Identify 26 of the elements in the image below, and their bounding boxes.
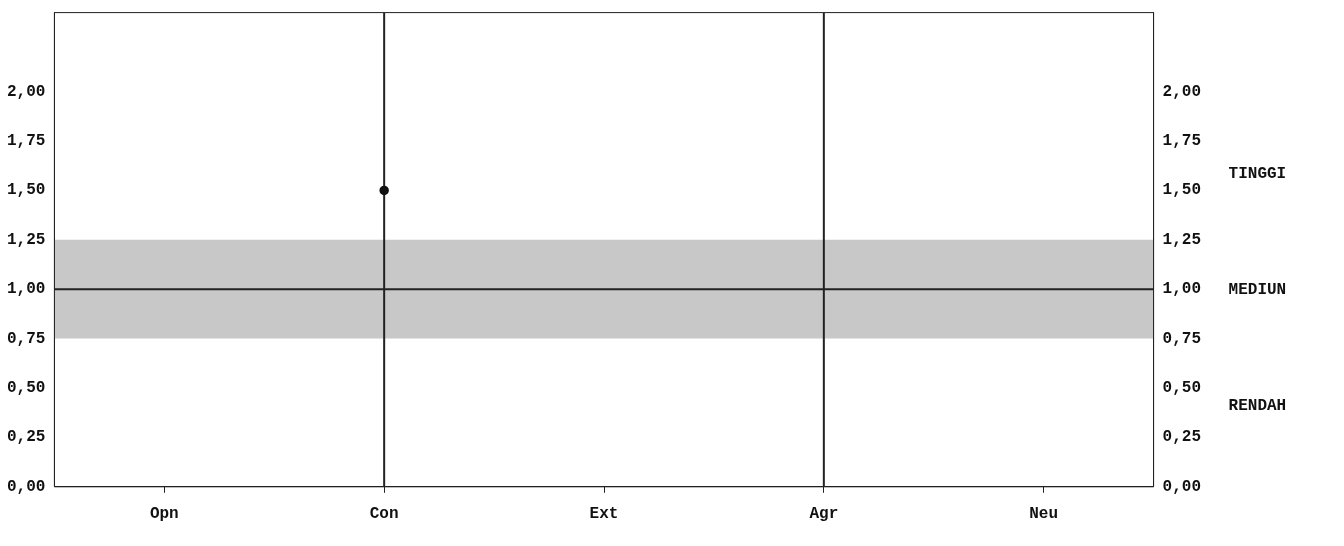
x-tick-label: Opn bbox=[149, 505, 179, 524]
text: MEDIUN bbox=[1228, 281, 1287, 300]
y-tick-label: 1,50 bbox=[7, 181, 46, 200]
y-tick-label: 0,25 bbox=[7, 428, 46, 447]
y2-tick-label: 1,25 bbox=[1162, 230, 1201, 249]
y2-tick-label: 1,50 bbox=[1162, 181, 1201, 200]
y-tick-label: 0,75 bbox=[7, 329, 46, 348]
y2-tick-label: 0,75 bbox=[1162, 329, 1201, 348]
y2-tick-label: 0,25 bbox=[1162, 428, 1201, 447]
y-tick-label: 0,50 bbox=[7, 379, 46, 398]
text: TINGGI bbox=[1228, 164, 1287, 183]
y-tick-label: 1,00 bbox=[7, 280, 46, 299]
x-tick-label: Agr bbox=[809, 505, 839, 524]
y-tick-label: 2,00 bbox=[7, 82, 46, 101]
x-tick-label: Ext bbox=[589, 505, 619, 524]
y2-tick-label: 0,00 bbox=[1162, 477, 1201, 496]
y2-tick-label: 0,50 bbox=[1162, 379, 1201, 398]
x-tick-label: Neu bbox=[1029, 505, 1059, 524]
x-tick-label: Con bbox=[369, 505, 399, 524]
text: RENDAH bbox=[1228, 397, 1287, 416]
y-tick-label: 1,75 bbox=[7, 132, 46, 151]
y-tick-label: 1,25 bbox=[7, 230, 46, 249]
y2-tick-label: 1,75 bbox=[1162, 132, 1201, 151]
y2-tick-label: 1,00 bbox=[1162, 280, 1201, 299]
y-tick-label: 0,00 bbox=[7, 477, 46, 496]
y2-tick-label: 2,00 bbox=[1162, 82, 1201, 101]
